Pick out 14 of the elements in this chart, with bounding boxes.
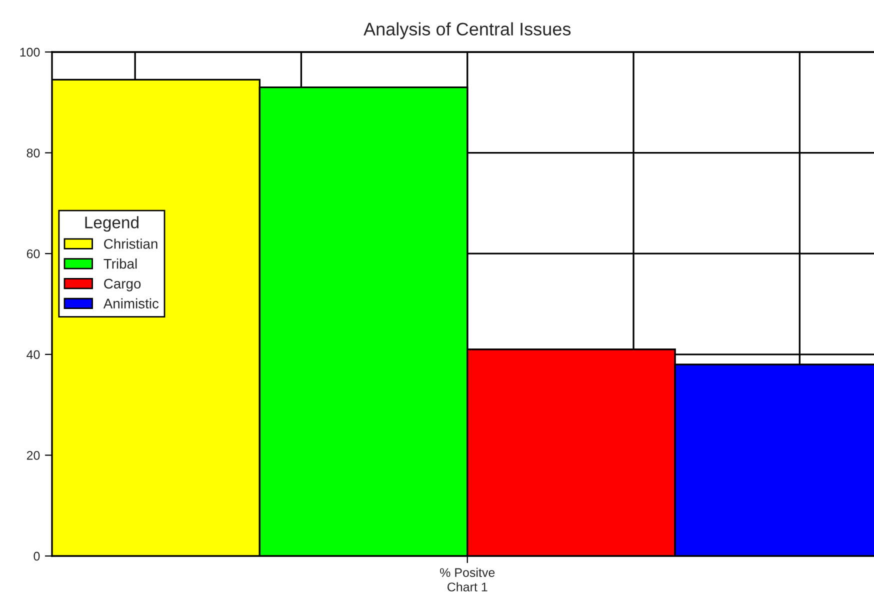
- y-tick-label: 0: [34, 552, 40, 561]
- legend-label: Tribal: [104, 258, 137, 269]
- y-tick-label: 80: [26, 148, 40, 158]
- legend-label: Christian: [104, 238, 158, 249]
- y-tick-label: 40: [26, 350, 40, 360]
- y-tick-label: 60: [26, 249, 40, 258]
- y-tick-label: 20: [26, 451, 40, 460]
- y-tick-label: 100: [20, 48, 40, 57]
- legend-label: Cargo: [104, 278, 141, 292]
- legend-title: Legend: [85, 216, 138, 232]
- x-tick-label: % Positve: [440, 568, 495, 577]
- x-axis-title: Chart 1: [448, 582, 488, 592]
- legend-label: Animistic: [103, 298, 159, 308]
- chart-title: Analysis of Central Issues: [364, 22, 571, 40]
